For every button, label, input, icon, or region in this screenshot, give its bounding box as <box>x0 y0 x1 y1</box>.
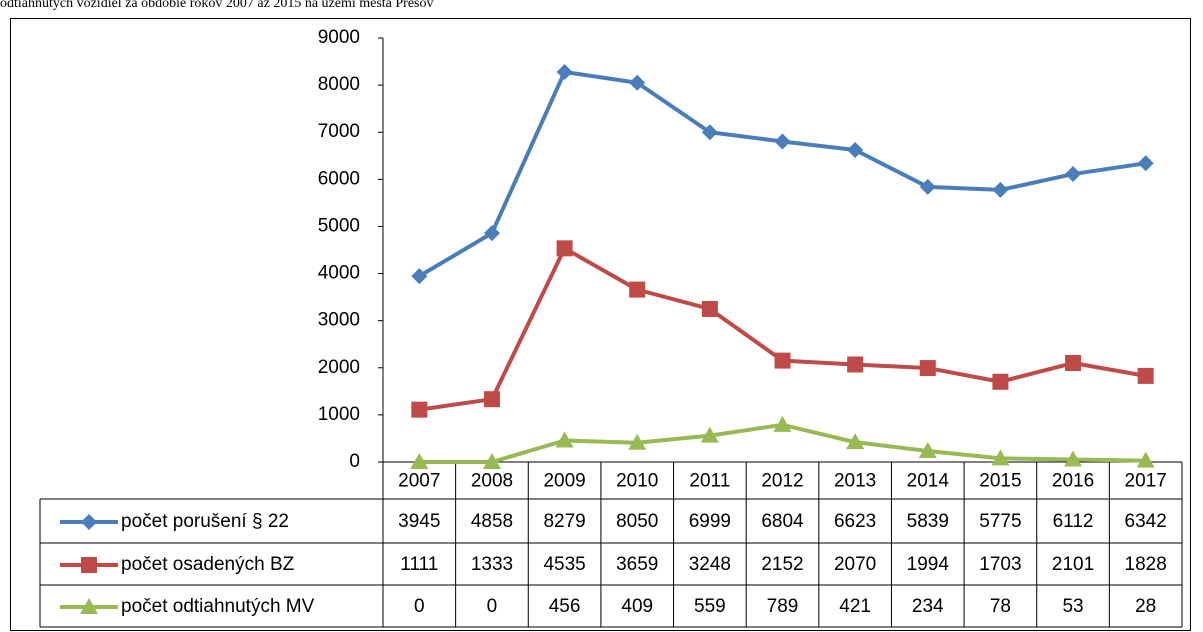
series-line <box>418 69 1146 278</box>
table-value: 0 <box>487 596 498 617</box>
table-value: 234 <box>912 596 944 617</box>
marker <box>81 557 97 573</box>
marker <box>991 449 1010 466</box>
marker <box>701 300 718 317</box>
table-value: 28 <box>1135 596 1156 617</box>
table-value: 78 <box>990 596 1011 617</box>
table-value: 421 <box>839 596 871 617</box>
marker <box>1137 367 1154 384</box>
marker <box>411 401 428 418</box>
marker <box>629 281 646 298</box>
y-tick-label: 6000 <box>318 168 360 189</box>
x-tick-label: 2010 <box>616 471 658 492</box>
marker <box>919 360 936 377</box>
marker <box>1065 355 1082 372</box>
table-value: 8279 <box>543 511 585 532</box>
series-line <box>419 246 1147 412</box>
y-tick-label: 1000 <box>318 404 360 425</box>
x-tick-label: 2007 <box>398 471 440 492</box>
marker <box>700 426 719 443</box>
table-value: 3248 <box>689 554 731 575</box>
x-tick-label: 2015 <box>979 471 1021 492</box>
table-value: 6342 <box>1125 511 1167 532</box>
table-value: 1994 <box>907 554 950 575</box>
x-tick-label: 2017 <box>1125 471 1167 492</box>
table-value: 2101 <box>1052 554 1094 575</box>
x-tick-label: 2011 <box>689 471 730 492</box>
x-tick-label: 2014 <box>907 471 950 492</box>
marker <box>1137 155 1154 172</box>
y-tick-label: 0 <box>349 451 360 472</box>
y-tick-label: 9000 <box>318 27 360 48</box>
marker <box>483 225 500 242</box>
legend-label: počet odtiahnutých MV <box>121 596 315 617</box>
marker <box>555 431 574 448</box>
table-value: 2070 <box>834 554 876 575</box>
y-tick-label: 7000 <box>318 121 360 142</box>
x-tick-label: 2016 <box>1052 471 1094 492</box>
marker <box>80 598 98 614</box>
table-value: 4858 <box>471 511 513 532</box>
table-value: 1111 <box>400 554 438 575</box>
marker <box>992 181 1009 198</box>
table-value: 2152 <box>761 554 803 575</box>
legend-label: počet osadených BZ <box>121 554 295 575</box>
marker <box>556 240 573 257</box>
marker <box>556 63 573 80</box>
marker <box>1064 450 1083 467</box>
table-value: 1703 <box>979 554 1021 575</box>
table-value: 6112 <box>1053 511 1094 532</box>
marker <box>919 178 936 195</box>
table-value: 0 <box>414 596 425 617</box>
marker <box>483 391 500 408</box>
x-tick-label: 2009 <box>543 471 585 492</box>
marker <box>918 441 937 458</box>
y-tick-label: 4000 <box>318 263 360 284</box>
marker <box>411 268 428 285</box>
table-value: 6623 <box>834 511 876 532</box>
marker <box>81 514 97 530</box>
y-tick-label: 8000 <box>318 74 360 95</box>
table-value: 409 <box>621 596 653 617</box>
y-tick-label: 3000 <box>318 310 360 331</box>
marker <box>773 415 792 432</box>
marker <box>847 356 864 373</box>
marker <box>482 453 501 469</box>
table-value: 6804 <box>761 511 804 532</box>
table-value: 789 <box>767 596 799 617</box>
table-value: 1828 <box>1125 554 1167 575</box>
marker <box>774 352 791 369</box>
x-tick-label: 2013 <box>834 471 876 492</box>
table-value: 5839 <box>907 511 949 532</box>
caption: odtiahnutých vozidiel za obdobie rokov 2… <box>0 0 434 11</box>
x-tick-label: 2012 <box>761 471 803 492</box>
chart-border <box>10 18 1191 631</box>
marker <box>628 433 647 450</box>
table-value: 53 <box>1062 596 1083 617</box>
marker <box>992 373 1009 390</box>
table-value: 1333 <box>471 554 513 575</box>
x-tick-label: 2008 <box>471 471 513 492</box>
marker <box>846 433 865 450</box>
marker <box>774 133 791 150</box>
y-tick-label: 5000 <box>318 215 360 236</box>
table-value: 456 <box>549 596 581 617</box>
table-value: 559 <box>694 596 726 617</box>
marker <box>410 453 429 469</box>
table-value: 3945 <box>398 511 440 532</box>
marker <box>629 74 646 91</box>
marker <box>847 141 864 158</box>
marker <box>701 124 718 141</box>
table-value: 5775 <box>979 511 1021 532</box>
legend-label: počet porušení § 22 <box>121 511 289 532</box>
marker <box>1136 451 1155 468</box>
marker <box>1065 166 1082 183</box>
table-value: 4535 <box>543 554 585 575</box>
table-value: 6999 <box>689 511 731 532</box>
table-value: 8050 <box>616 511 658 532</box>
y-tick-label: 2000 <box>318 357 360 378</box>
table-value: 3659 <box>616 554 658 575</box>
